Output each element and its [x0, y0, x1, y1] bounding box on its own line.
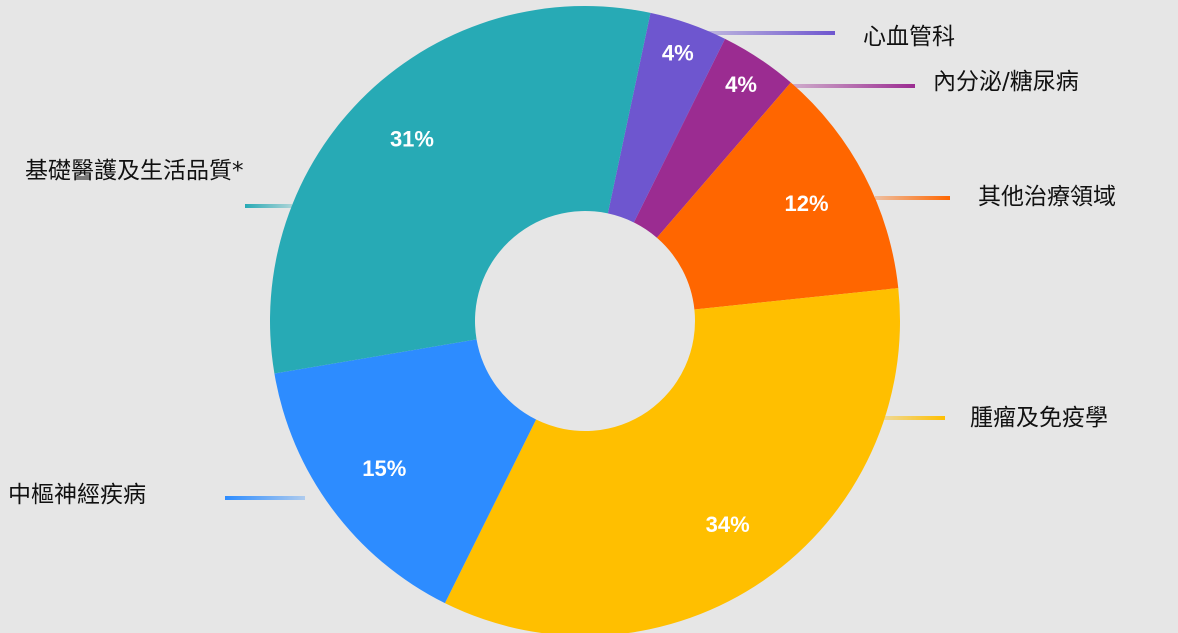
category-label: 基礎醫護及生活品質* [25, 158, 244, 184]
value-label: 15% [362, 456, 406, 481]
category-label: 其他治療領域 [978, 184, 1116, 210]
leader-line [880, 416, 945, 420]
leader-line [225, 496, 305, 500]
value-label: 34% [706, 512, 750, 537]
donut-segment [633, 38, 791, 238]
value-label: 12% [785, 191, 829, 216]
category-label: 腫瘤及免疫學 [970, 405, 1108, 431]
value-label: 31% [390, 126, 434, 151]
donut-segment [270, 5, 651, 374]
leader-line [875, 196, 950, 200]
leader-line [700, 31, 835, 35]
leader-line [245, 204, 292, 208]
donut-segment [656, 82, 899, 310]
category-label: 內分泌/糖尿病 [933, 69, 1079, 95]
leader-line [790, 84, 915, 88]
donut-segment [607, 12, 726, 223]
donut-segment [444, 288, 900, 633]
category-label: 心血管科 [863, 24, 955, 50]
value-label: 4% [725, 72, 757, 97]
category-label: 中樞神經疾病 [8, 482, 146, 508]
donut-segment [274, 339, 537, 604]
value-label: 4% [662, 40, 694, 65]
